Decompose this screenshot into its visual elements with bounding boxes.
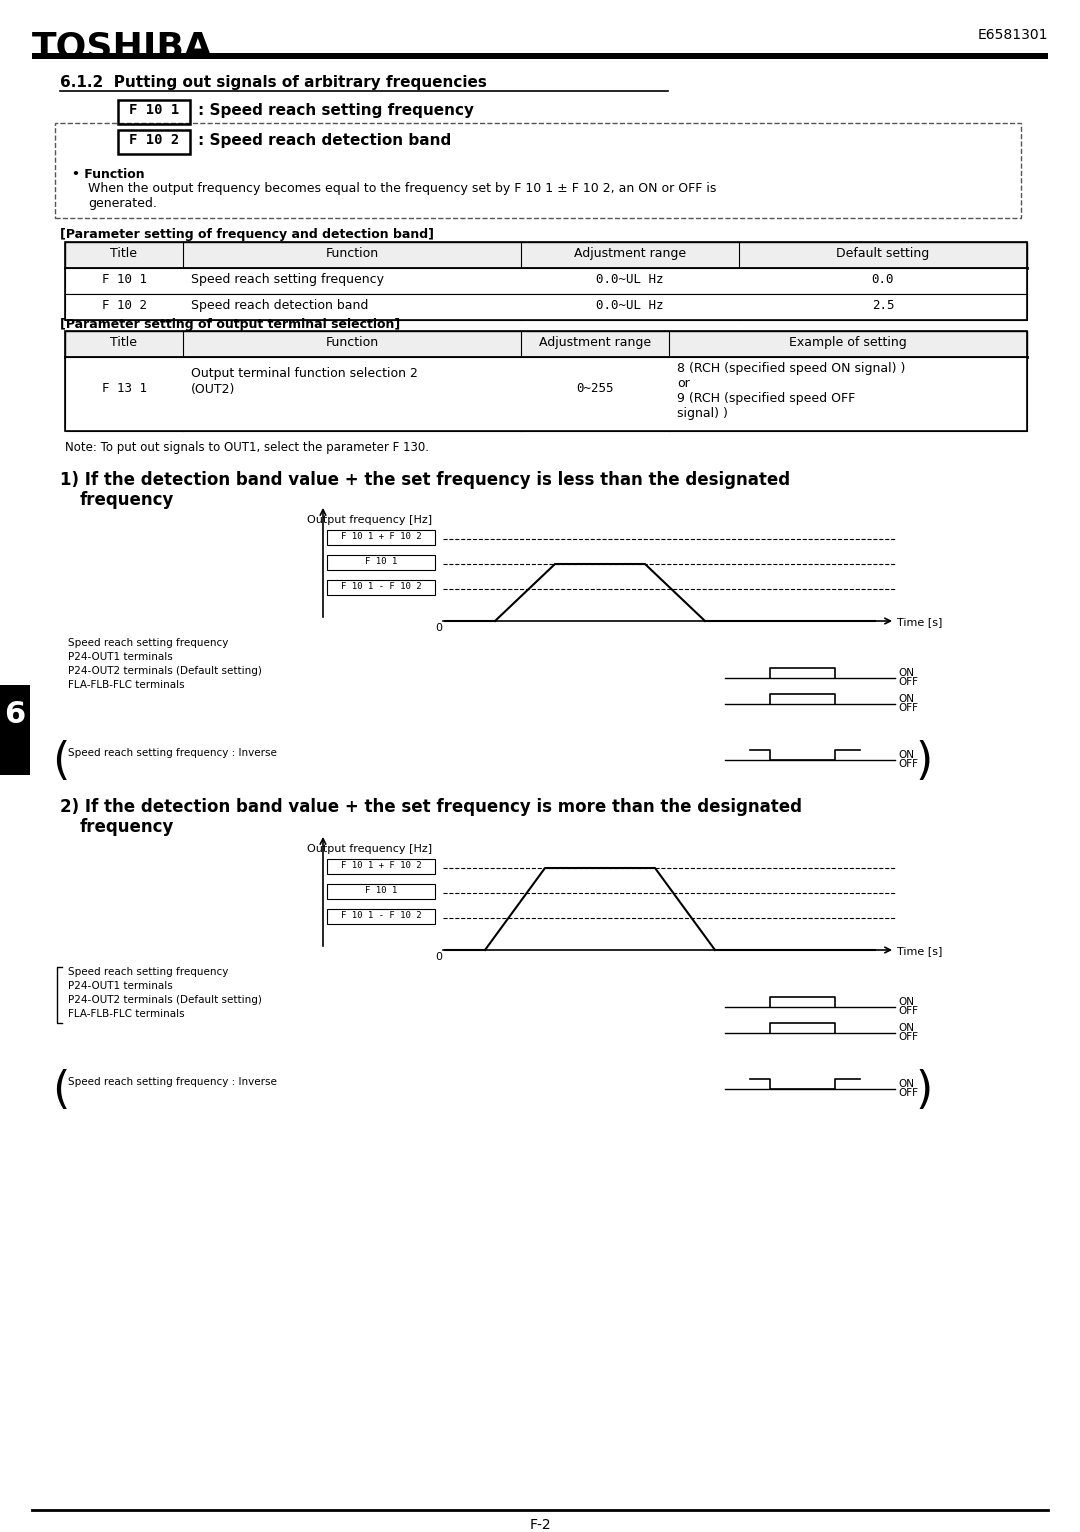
Text: frequency: frequency bbox=[80, 490, 174, 509]
Text: F 10 1 + F 10 2: F 10 1 + F 10 2 bbox=[340, 861, 421, 870]
Text: ON: ON bbox=[897, 1079, 914, 1089]
Text: ON: ON bbox=[897, 694, 914, 705]
Text: 2) If the detection band value + the set frequency is more than the designated: 2) If the detection band value + the set… bbox=[60, 798, 802, 817]
Text: ON: ON bbox=[897, 751, 914, 760]
Text: ON: ON bbox=[897, 997, 914, 1007]
Text: P24-OUT2 terminals (Default setting): P24-OUT2 terminals (Default setting) bbox=[68, 666, 261, 676]
Text: (: ( bbox=[52, 1069, 69, 1112]
Text: OFF: OFF bbox=[897, 703, 918, 712]
Text: : Speed reach setting frequency: : Speed reach setting frequency bbox=[198, 103, 474, 118]
Text: • Function: • Function bbox=[72, 169, 145, 181]
Text: 6.1.2  Putting out signals of arbitrary frequencies: 6.1.2 Putting out signals of arbitrary f… bbox=[60, 75, 487, 90]
Text: Speed reach setting frequency: Speed reach setting frequency bbox=[68, 967, 228, 977]
Text: OFF: OFF bbox=[897, 677, 918, 686]
Text: FLA-FLB-FLC terminals: FLA-FLB-FLC terminals bbox=[68, 680, 185, 689]
Text: ON: ON bbox=[897, 668, 914, 679]
Text: OFF: OFF bbox=[897, 1033, 918, 1042]
Text: P24-OUT2 terminals (Default setting): P24-OUT2 terminals (Default setting) bbox=[68, 994, 261, 1005]
Text: OFF: OFF bbox=[897, 1007, 918, 1016]
Bar bbox=[65, 331, 1027, 357]
Text: Output terminal function selection 2: Output terminal function selection 2 bbox=[191, 368, 418, 380]
Bar bbox=[327, 530, 435, 545]
Text: 0.0~UL Hz: 0.0~UL Hz bbox=[596, 299, 664, 313]
Text: Speed reach setting frequency: Speed reach setting frequency bbox=[191, 273, 384, 286]
Text: 0.0~UL Hz: 0.0~UL Hz bbox=[596, 273, 664, 286]
Text: Title: Title bbox=[110, 336, 137, 349]
Text: Adjustment range: Adjustment range bbox=[573, 247, 686, 260]
Text: TOSHIBA: TOSHIBA bbox=[32, 31, 213, 64]
Text: F 10 1: F 10 1 bbox=[365, 558, 397, 565]
Text: 0~255: 0~255 bbox=[577, 383, 613, 395]
Bar bbox=[65, 242, 1027, 320]
Text: F 10 1: F 10 1 bbox=[365, 885, 397, 895]
FancyBboxPatch shape bbox=[55, 123, 1021, 218]
Text: F 13 1: F 13 1 bbox=[102, 383, 147, 395]
Text: Default setting: Default setting bbox=[836, 247, 930, 260]
Text: Speed reach setting frequency: Speed reach setting frequency bbox=[68, 637, 228, 648]
Text: F 10 1 - F 10 2: F 10 1 - F 10 2 bbox=[340, 582, 421, 591]
Text: F 10 1: F 10 1 bbox=[129, 103, 179, 116]
Text: 0.0: 0.0 bbox=[872, 273, 894, 286]
Text: F 10 2: F 10 2 bbox=[129, 133, 179, 147]
Bar bbox=[32, 54, 1048, 60]
Bar bbox=[327, 884, 435, 899]
Text: [Parameter setting of output terminal selection]: [Parameter setting of output terminal se… bbox=[60, 319, 401, 331]
Text: Speed reach setting frequency : Inverse: Speed reach setting frequency : Inverse bbox=[68, 748, 276, 758]
Text: frequency: frequency bbox=[80, 818, 174, 836]
Text: : Speed reach detection band: : Speed reach detection band bbox=[198, 133, 451, 149]
Bar bbox=[118, 130, 190, 155]
Text: ON: ON bbox=[897, 1023, 914, 1033]
Text: (: ( bbox=[52, 740, 69, 783]
Text: Output frequency [Hz]: Output frequency [Hz] bbox=[307, 844, 432, 853]
Text: Time [s]: Time [s] bbox=[897, 945, 943, 956]
Text: P24-OUT1 terminals: P24-OUT1 terminals bbox=[68, 980, 173, 991]
Text: [Parameter setting of frequency and detection band]: [Parameter setting of frequency and dete… bbox=[60, 228, 434, 241]
Text: Speed reach setting frequency : Inverse: Speed reach setting frequency : Inverse bbox=[68, 1077, 276, 1088]
Text: Speed reach detection band: Speed reach detection band bbox=[191, 299, 368, 313]
Text: When the output frequency becomes equal to the frequency set by F 10 1 ± F 10 2,: When the output frequency becomes equal … bbox=[87, 182, 716, 210]
Text: FLA-FLB-FLC terminals: FLA-FLB-FLC terminals bbox=[68, 1010, 185, 1019]
Text: ): ) bbox=[915, 1069, 932, 1112]
Text: 8 (RCH (specified speed ON signal) ): 8 (RCH (specified speed ON signal) ) bbox=[677, 362, 905, 375]
Text: F 10 2: F 10 2 bbox=[102, 299, 147, 313]
Text: (OUT2): (OUT2) bbox=[191, 383, 235, 395]
Text: 2.5: 2.5 bbox=[872, 299, 894, 313]
Bar bbox=[327, 908, 435, 924]
Text: 0: 0 bbox=[435, 624, 443, 633]
Bar bbox=[327, 859, 435, 873]
Bar bbox=[65, 242, 1027, 268]
Text: OFF: OFF bbox=[897, 1088, 918, 1098]
Text: F 10 1: F 10 1 bbox=[102, 273, 147, 286]
Text: Adjustment range: Adjustment range bbox=[539, 336, 651, 349]
Text: Function: Function bbox=[325, 336, 379, 349]
Bar bbox=[118, 100, 190, 124]
Text: 1) If the detection band value + the set frequency is less than the designated: 1) If the detection band value + the set… bbox=[60, 470, 791, 489]
Text: E6581301: E6581301 bbox=[977, 28, 1048, 41]
Text: or: or bbox=[677, 377, 690, 391]
Text: P24-OUT1 terminals: P24-OUT1 terminals bbox=[68, 653, 173, 662]
Text: F-2: F-2 bbox=[529, 1518, 551, 1532]
Bar bbox=[327, 581, 435, 594]
Text: 6: 6 bbox=[4, 700, 26, 729]
Bar bbox=[0, 685, 30, 775]
Text: F 10 1 - F 10 2: F 10 1 - F 10 2 bbox=[340, 912, 421, 921]
Bar bbox=[327, 555, 435, 570]
Text: Example of setting: Example of setting bbox=[789, 336, 907, 349]
Text: 0: 0 bbox=[435, 951, 443, 962]
Text: Title: Title bbox=[110, 247, 137, 260]
Text: Note: To put out signals to OUT1, select the parameter F 130.: Note: To put out signals to OUT1, select… bbox=[65, 441, 429, 453]
Text: 9 (RCH (specified speed OFF: 9 (RCH (specified speed OFF bbox=[677, 392, 855, 404]
Bar bbox=[65, 294, 1027, 320]
Text: Output frequency [Hz]: Output frequency [Hz] bbox=[307, 515, 432, 525]
Text: F 10 1 + F 10 2: F 10 1 + F 10 2 bbox=[340, 532, 421, 541]
Bar bbox=[65, 268, 1027, 294]
Text: ): ) bbox=[915, 740, 932, 783]
Text: Function: Function bbox=[325, 247, 379, 260]
Bar bbox=[65, 331, 1027, 430]
Text: signal) ): signal) ) bbox=[677, 408, 728, 420]
Text: OFF: OFF bbox=[897, 758, 918, 769]
Text: Time [s]: Time [s] bbox=[897, 617, 943, 627]
Bar bbox=[65, 357, 1027, 430]
